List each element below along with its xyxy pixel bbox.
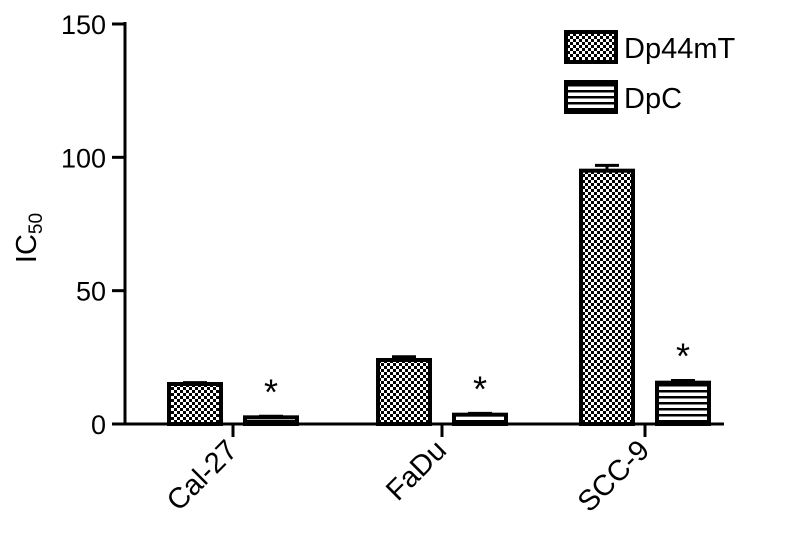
x-tick-label: FaDu (380, 434, 453, 507)
y-tick-label: 50 (76, 277, 106, 307)
y-ticks: 0 50 100 150 (61, 10, 125, 440)
y-tick-label: 0 (91, 410, 106, 440)
y-tick-label: 100 (61, 143, 106, 173)
bar (579, 168, 635, 426)
legend-swatch (564, 80, 618, 114)
x-tick-label: Cal-27 (161, 434, 244, 517)
bar (655, 380, 711, 426)
y-axis-label-subscript: 50 (26, 213, 47, 234)
legend-label: DpC (624, 83, 682, 115)
significance-star: * (676, 336, 690, 377)
bar (243, 415, 299, 427)
bars (167, 163, 711, 427)
bar (376, 358, 432, 426)
y-tick-label: 150 (61, 10, 106, 40)
x-ticks: Cal-27 FaDu SCC-9 (161, 424, 656, 518)
x-tick-label: SCC-9 (572, 434, 656, 518)
significance-annotations: * * * (264, 336, 690, 413)
significance-star: * (473, 368, 487, 409)
bar (452, 412, 508, 426)
legend: Dp44mT DpC (564, 30, 735, 115)
y-axis-label: IC50 (11, 213, 47, 263)
legend-swatch (564, 30, 618, 64)
bar (167, 382, 223, 426)
y-axis-label-main: IC (11, 234, 43, 263)
significance-star: * (264, 371, 278, 412)
legend-label: Dp44mT (624, 33, 735, 65)
